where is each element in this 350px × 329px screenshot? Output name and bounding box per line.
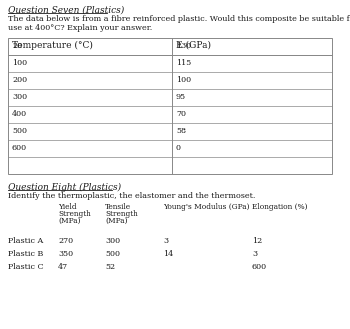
Text: 95: 95 xyxy=(176,93,186,101)
Text: 0: 0 xyxy=(176,144,181,152)
Text: 350: 350 xyxy=(58,250,73,258)
Text: Strength: Strength xyxy=(58,210,91,218)
Text: 300: 300 xyxy=(105,237,120,245)
Text: 130: 130 xyxy=(176,42,191,50)
Text: 270: 270 xyxy=(58,237,73,245)
Text: 500: 500 xyxy=(105,250,120,258)
Text: Temperature (°C): Temperature (°C) xyxy=(12,41,93,50)
Text: The data below is from a fibre reinforced plastic. Would this composite be suita: The data below is from a fibre reinforce… xyxy=(8,15,350,23)
Text: Plastic B: Plastic B xyxy=(8,250,43,258)
Text: 100: 100 xyxy=(176,76,191,84)
Text: (MPa): (MPa) xyxy=(105,217,127,225)
Text: 400: 400 xyxy=(12,110,27,118)
Text: 100: 100 xyxy=(12,59,27,67)
Text: Elongation (%): Elongation (%) xyxy=(252,203,308,211)
Text: 200: 200 xyxy=(12,76,27,84)
Text: 3: 3 xyxy=(163,237,168,245)
Text: Plastic C: Plastic C xyxy=(8,263,44,271)
Text: 3: 3 xyxy=(252,250,257,258)
Text: 20: 20 xyxy=(12,42,22,50)
Text: 600: 600 xyxy=(252,263,267,271)
Text: 70: 70 xyxy=(176,110,186,118)
Text: Strength: Strength xyxy=(105,210,138,218)
Text: (MPa): (MPa) xyxy=(58,217,80,225)
Text: Identify the thermoplastic, the elastomer and the thermoset.: Identify the thermoplastic, the elastome… xyxy=(8,192,256,200)
Text: 300: 300 xyxy=(12,93,27,101)
Text: 47: 47 xyxy=(58,263,68,271)
Bar xyxy=(8,38,332,174)
Text: Question Seven (Plastics): Question Seven (Plastics) xyxy=(8,6,124,15)
Text: Question Eight (Plastics): Question Eight (Plastics) xyxy=(8,183,121,192)
Text: 14: 14 xyxy=(163,250,173,258)
Text: Yield: Yield xyxy=(58,203,77,211)
Text: Young's Modulus (GPa): Young's Modulus (GPa) xyxy=(163,203,250,211)
Text: Tensile: Tensile xyxy=(105,203,131,211)
Text: use at 400°C? Explain your answer.: use at 400°C? Explain your answer. xyxy=(8,24,152,32)
Text: 600: 600 xyxy=(12,144,27,152)
Text: E (GPa): E (GPa) xyxy=(176,41,211,50)
Text: 500: 500 xyxy=(12,127,27,135)
Text: 115: 115 xyxy=(176,59,191,67)
Text: 58: 58 xyxy=(176,127,186,135)
Text: Plastic A: Plastic A xyxy=(8,237,43,245)
Text: 12: 12 xyxy=(252,237,262,245)
Text: 52: 52 xyxy=(105,263,115,271)
